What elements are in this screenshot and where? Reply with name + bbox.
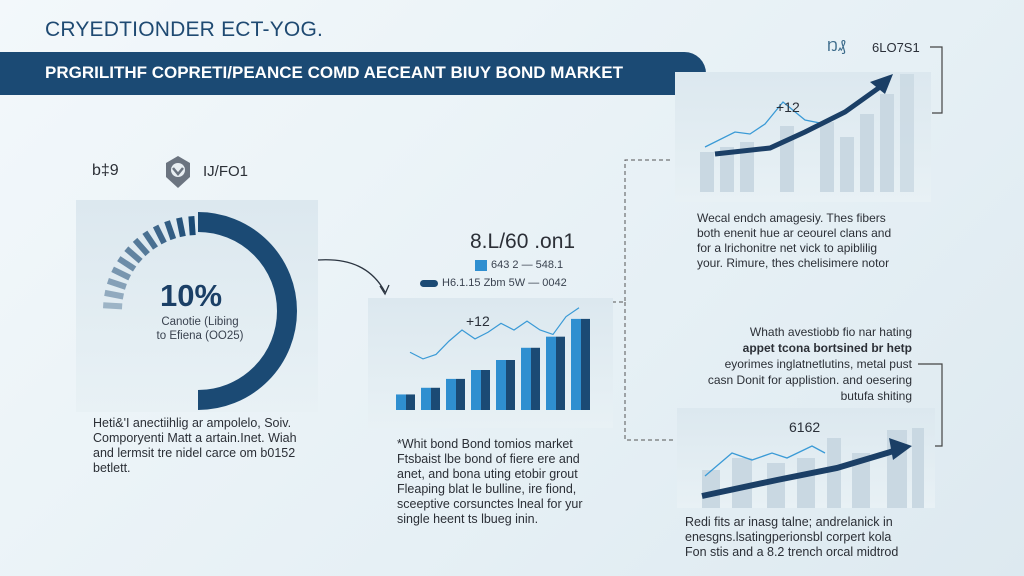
bracket-top bbox=[930, 46, 943, 114]
bar bbox=[496, 360, 515, 410]
text-line: Fleaping blat le bulline, ire fiond, bbox=[397, 482, 577, 496]
trend-chart bbox=[701, 428, 924, 508]
page-title: CRYEDTIONDER ECT-YOG. bbox=[45, 18, 324, 41]
legend-label: 643 2 — 548.1 bbox=[491, 259, 564, 271]
right-bottom-paragraph: Redi fits ar inasg talne; andrelanick in… bbox=[685, 515, 898, 560]
bar bbox=[396, 394, 415, 410]
text-line: Wecal endch amagesiy. Thes fibers bbox=[697, 211, 886, 225]
text-line: anet, and bona uting etobir grout bbox=[397, 467, 578, 481]
pin-icon: b‡9 bbox=[92, 162, 119, 179]
gauge-caption-line: to Efiena (OO25) bbox=[156, 330, 244, 342]
gauge-tick bbox=[188, 216, 196, 236]
gauge-tick bbox=[102, 302, 123, 310]
text-line: for a lrichonitre net vick to apiblilig bbox=[697, 241, 878, 255]
text-line: both enenit hue ar ceourel clans and bbox=[697, 226, 892, 240]
bar bbox=[521, 347, 540, 410]
gauge-tick bbox=[164, 220, 177, 241]
gauge-tick bbox=[124, 246, 143, 264]
right-bottom-intro: Whath avestiobb fio nar hating appet tco… bbox=[660, 324, 912, 404]
text-line: sceeptive corsunctes lneal for yur bbox=[397, 497, 583, 511]
text-line: single heent ts lbueg inin. bbox=[397, 512, 539, 526]
text-line: Ftsbaist lbe bond of fiere ere and bbox=[397, 452, 580, 466]
text-line: casn Donit for applistion. and oesering bbox=[707, 373, 912, 387]
gauge-caption-line: Canotie (Libing bbox=[161, 316, 239, 328]
gauge-fill bbox=[197, 212, 297, 410]
text-line: eyorimes inglatnetlutins, metal pust bbox=[724, 357, 912, 371]
trend-line bbox=[704, 101, 826, 148]
right-top-label: 6LO7S1 bbox=[872, 40, 920, 55]
middle-paragraph: *Whit bond Bond tomios market Ftsbaist l… bbox=[397, 437, 583, 527]
text-line: Redi fits ar inasg talne; andrelanick in bbox=[685, 515, 893, 529]
gauge-tick bbox=[104, 289, 124, 300]
text-line: your. Rimure, thes chelisimere notor bbox=[697, 256, 890, 270]
left-paragraph: Heti&'I anectiihlig ar ampolelo, Soiv. C… bbox=[93, 416, 297, 476]
trend-chart bbox=[700, 74, 914, 192]
gauge-tick bbox=[152, 224, 167, 245]
text-line: Fon stis and a 8.2 trench orcal midtrod bbox=[685, 545, 899, 559]
gauge-caption: Canotie (Libing to Efiena (OO25) bbox=[140, 315, 260, 343]
legend-swatch bbox=[420, 279, 438, 287]
trend-arrow bbox=[714, 84, 882, 157]
gauge bbox=[102, 212, 297, 410]
chart-label: +12 bbox=[466, 313, 490, 329]
gauge-tick bbox=[106, 278, 127, 290]
text-line: enesgns.lsatingperionsbl corpert kola bbox=[685, 530, 892, 544]
gauge-tick bbox=[142, 230, 158, 250]
right-top-paragraph: Wecal endch amagesiy. Thes fibers both e… bbox=[697, 211, 891, 271]
trend-arrow bbox=[701, 447, 898, 499]
logo-icon: Ŋ₰ bbox=[827, 38, 846, 55]
text-line: *Whit bond Bond tomios market bbox=[397, 437, 573, 451]
series-line bbox=[409, 307, 580, 360]
arrow-head-icon bbox=[870, 74, 893, 94]
bar bbox=[421, 387, 440, 410]
middle-title: 8.L/60 .on1 bbox=[470, 230, 576, 253]
title-banner: PRGRILITHF COPRETI/PEANCE COMD AECEANT B… bbox=[0, 52, 706, 95]
gauge-tick bbox=[132, 237, 150, 257]
legend-item: H6.1.15 Zbm 5W — 0042 bbox=[420, 277, 567, 289]
trend-line bbox=[704, 445, 826, 477]
legend-label: H6.1.15 Zbm 5W — 0042 bbox=[442, 277, 567, 289]
text-line: betlett. bbox=[93, 461, 131, 475]
gauge-tick bbox=[111, 266, 132, 281]
chart-label: +12 bbox=[776, 99, 800, 115]
chart-label: 6162 bbox=[789, 419, 821, 435]
text-line: and lermsit tre nidel carce om b0152 bbox=[93, 446, 296, 460]
bar-chart bbox=[396, 307, 590, 410]
icon-label: IJ/FO1 bbox=[203, 163, 249, 180]
bar bbox=[446, 378, 465, 410]
bar bbox=[471, 370, 490, 410]
text-line: Comporyenti Matt a artain.Inet. Wiah bbox=[93, 431, 297, 445]
gauge-tick bbox=[117, 256, 137, 272]
curved-arrow bbox=[317, 259, 386, 293]
legend-swatch bbox=[475, 259, 487, 271]
text-line: Whath avestiobb fio nar hating bbox=[749, 325, 912, 339]
bracket-bottom bbox=[918, 363, 943, 447]
gauge-tick bbox=[176, 217, 186, 238]
bar bbox=[571, 318, 590, 410]
text-line: butufa shiting bbox=[840, 389, 912, 403]
legend-item: 643 2 — 548.1 bbox=[475, 259, 563, 271]
arrow-head-icon bbox=[889, 438, 912, 460]
gauge-value: 10% bbox=[160, 278, 223, 313]
bar bbox=[546, 336, 565, 410]
dashed-connector bbox=[612, 159, 675, 441]
text-line: appet tcona bortsined br hetp bbox=[742, 341, 912, 355]
text-line: Heti&'I anectiihlig ar ampolelo, Soiv. bbox=[93, 416, 292, 430]
shield-icon bbox=[166, 156, 190, 188]
